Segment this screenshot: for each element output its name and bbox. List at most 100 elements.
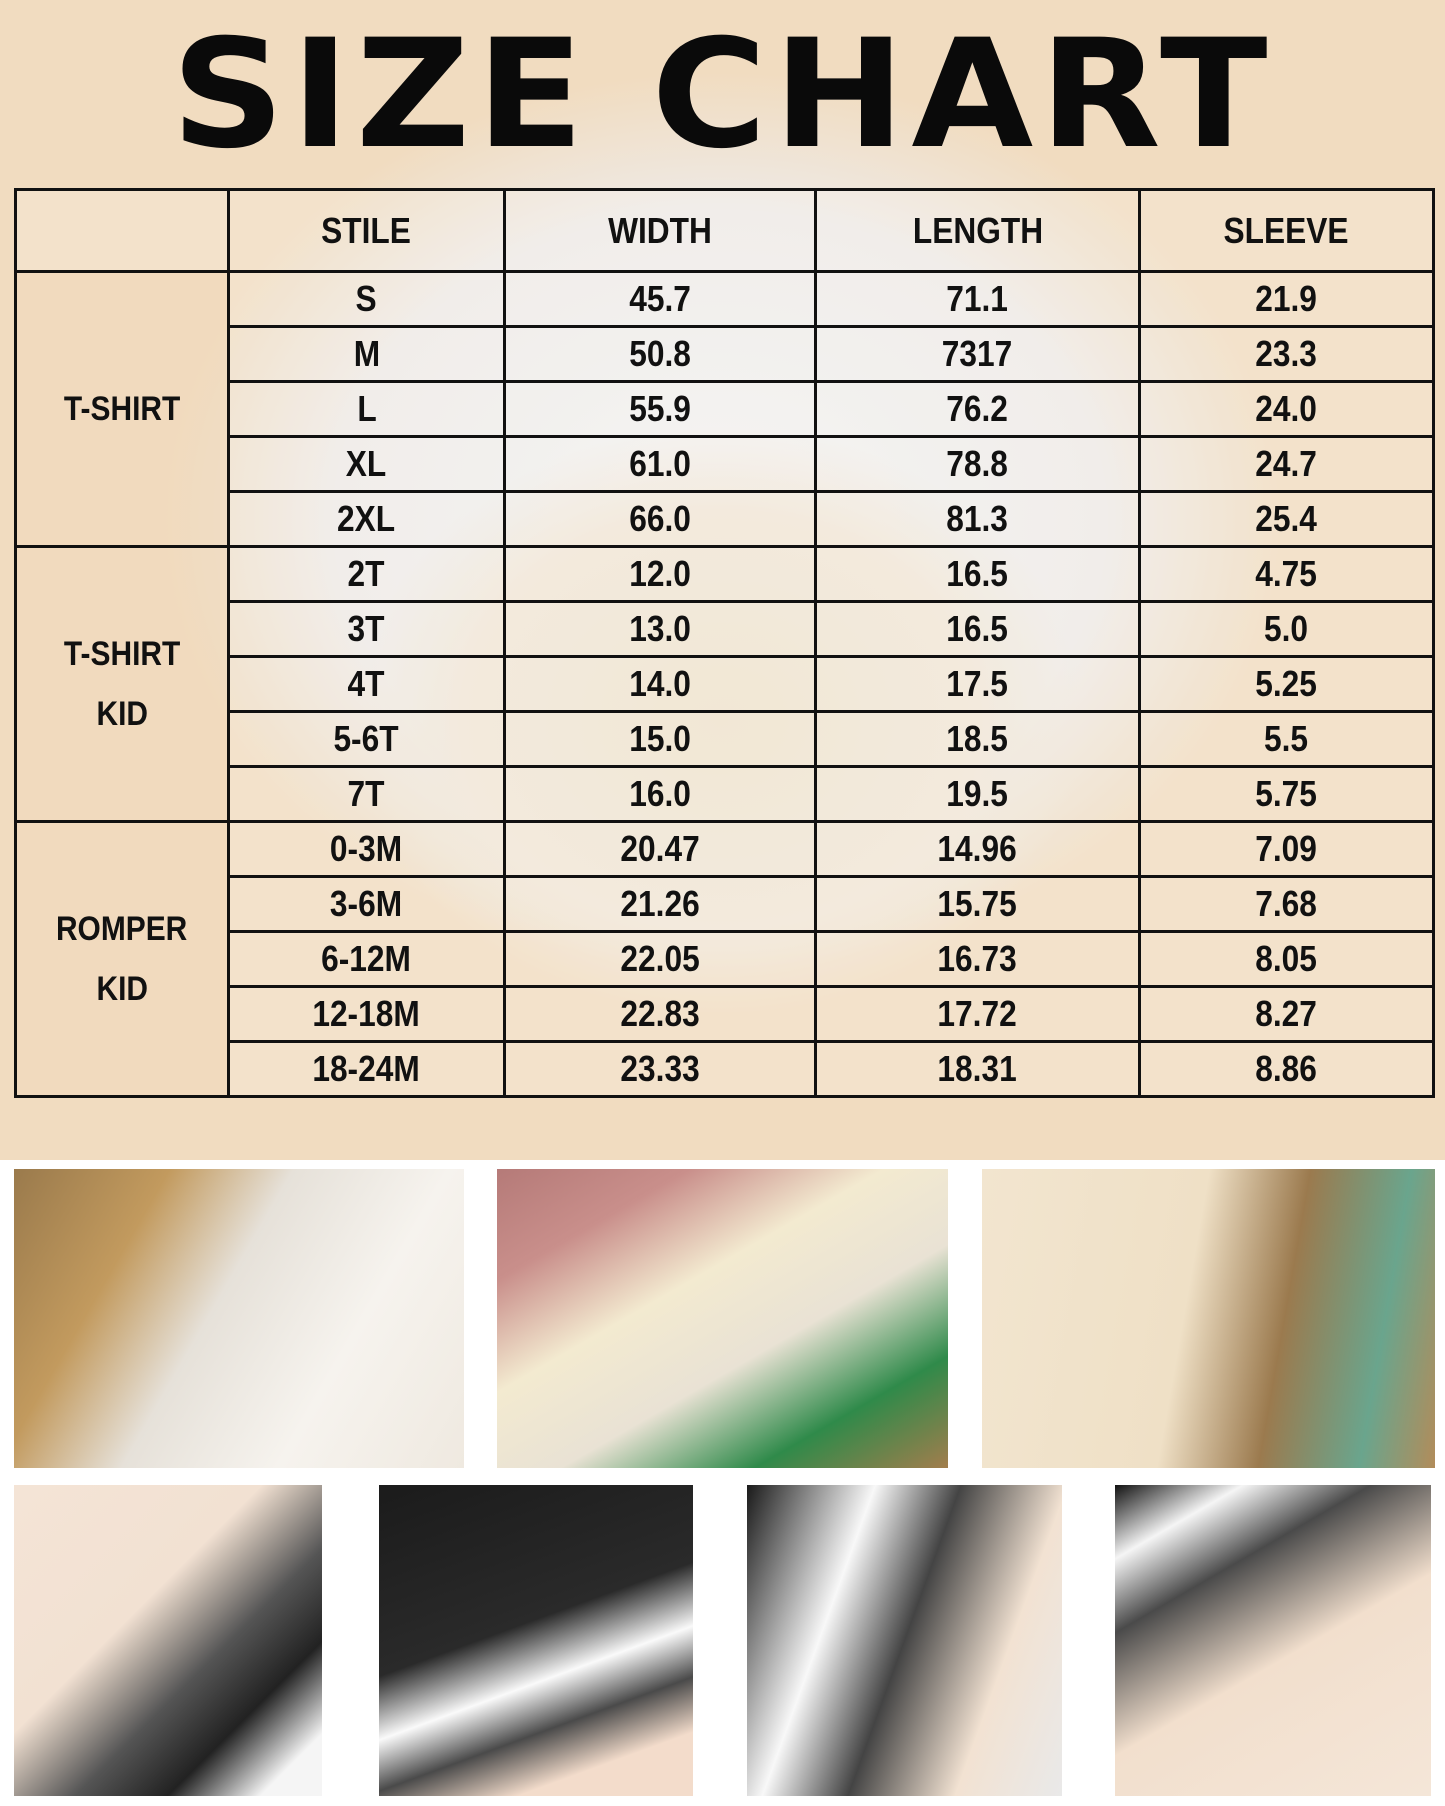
sleeve-cell: 24.7 <box>1138 435 1435 493</box>
sleeve-value: 5.5 <box>1264 718 1309 759</box>
width-cell: 22.05 <box>503 930 817 988</box>
width-value: 21.26 <box>620 883 700 924</box>
width-value: 55.9 <box>629 388 691 429</box>
size-value: M <box>353 333 380 374</box>
size-value: 7T <box>348 773 385 814</box>
length-value: 71.1 <box>946 278 1009 319</box>
width-cell: 23.33 <box>503 1040 817 1098</box>
sleeve-cell: 5.25 <box>1138 655 1435 713</box>
size-cell: XL <box>227 435 506 493</box>
width-cell: 50.8 <box>503 325 817 383</box>
width-cell: 13.0 <box>503 600 817 658</box>
size-value: 4T <box>348 663 385 704</box>
length-cell: 18.31 <box>814 1040 1141 1098</box>
category-label: KID <box>96 970 148 1008</box>
sleeve-value: 24.0 <box>1255 388 1318 429</box>
size-cell: 2T <box>227 545 506 603</box>
width-cell: 15.0 <box>503 710 817 768</box>
size-cell: S <box>227 270 506 328</box>
product-photo-7 <box>1115 1485 1431 1796</box>
product-photo-6 <box>747 1485 1062 1796</box>
header-stile: STILE <box>227 188 506 273</box>
category-label: T-SHIRT <box>63 390 181 428</box>
length-cell: 17.5 <box>814 655 1141 713</box>
product-photo-3 <box>982 1169 1435 1468</box>
width-value: 66.0 <box>629 498 691 539</box>
sleeve-value: 24.7 <box>1255 443 1318 484</box>
sleeve-cell: 7.68 <box>1138 875 1435 933</box>
sleeve-value: 25.4 <box>1255 498 1318 539</box>
length-cell: 18.5 <box>814 710 1141 768</box>
width-value: 15.0 <box>629 718 691 759</box>
length-value: 19.5 <box>946 773 1009 814</box>
size-value: 2T <box>348 553 385 594</box>
table-row: 12-18M 22.83 17.72 8.27 <box>16 985 1435 1043</box>
width-value: 16.0 <box>629 773 691 814</box>
length-cell: 7317 <box>814 325 1141 383</box>
size-cell: L <box>227 380 506 438</box>
sleeve-cell: 25.4 <box>1138 490 1435 548</box>
header-corner <box>14 188 230 273</box>
width-value: 50.8 <box>629 333 691 374</box>
category-label: KID <box>96 695 148 733</box>
width-value: 13.0 <box>629 608 691 649</box>
length-cell: 81.3 <box>814 490 1141 548</box>
size-cell: 2XL <box>227 490 506 548</box>
length-value: 17.72 <box>937 993 1018 1034</box>
sleeve-cell: 5.5 <box>1138 710 1435 768</box>
sleeve-cell: 8.05 <box>1138 930 1435 988</box>
header-row: STILE WIDTH LENGTH SLEEVE <box>14 188 1435 273</box>
category-cell: ROMPER KID <box>14 820 230 1098</box>
table-row: 3T 13.0 16.5 5.0 <box>16 600 1435 658</box>
sleeve-cell: 5.75 <box>1138 765 1435 823</box>
size-cell: 0-3M <box>227 820 506 878</box>
length-cell: 78.8 <box>814 435 1141 493</box>
length-value: 18.31 <box>937 1048 1018 1089</box>
sleeve-value: 8.05 <box>1255 938 1318 979</box>
sleeve-cell: 8.27 <box>1138 985 1435 1043</box>
size-value: 0-3M <box>330 828 403 869</box>
size-cell: M <box>227 325 506 383</box>
size-cell: 5-6T <box>227 710 506 768</box>
length-cell: 16.5 <box>814 545 1141 603</box>
sleeve-value: 21.9 <box>1255 278 1318 319</box>
length-cell: 16.5 <box>814 600 1141 658</box>
sleeve-value: 8.27 <box>1255 993 1318 1034</box>
size-cell: 4T <box>227 655 506 713</box>
sleeve-cell: 24.0 <box>1138 380 1435 438</box>
product-photo-2 <box>497 1169 948 1468</box>
size-value: 3T <box>348 608 385 649</box>
length-value: 18.5 <box>946 718 1009 759</box>
width-value: 61.0 <box>629 443 691 484</box>
size-value: S <box>355 278 378 319</box>
width-cell: 55.9 <box>503 380 817 438</box>
length-cell: 19.5 <box>814 765 1141 823</box>
size-cell: 6-12M <box>227 930 506 988</box>
length-value: 14.96 <box>937 828 1018 869</box>
sleeve-value: 5.25 <box>1255 663 1318 704</box>
width-cell: 45.7 <box>503 270 817 328</box>
length-value: 81.3 <box>946 498 1009 539</box>
product-photo-5 <box>379 1485 693 1796</box>
header-sleeve: SLEEVE <box>1138 188 1435 273</box>
table-row: 7T 16.0 19.5 5.75 <box>16 765 1435 823</box>
width-value: 45.7 <box>629 278 691 319</box>
sleeve-value: 23.3 <box>1255 333 1318 374</box>
length-value: 16.5 <box>946 608 1009 649</box>
size-value: 6-12M <box>321 938 412 979</box>
page-title: SIZE CHART <box>171 8 1274 182</box>
width-cell: 22.83 <box>503 985 817 1043</box>
table-row: 18-24M 23.33 18.31 8.86 <box>16 1040 1435 1098</box>
width-cell: 20.47 <box>503 820 817 878</box>
length-value: 76.2 <box>946 388 1009 429</box>
table-row: ROMPER KID 0-3M 20.47 14.96 7.09 <box>14 820 1435 1098</box>
sleeve-cell: 7.09 <box>1138 820 1435 878</box>
table-row: T-SHIRT KID 2T 12.0 16.5 4.75 <box>14 545 1435 823</box>
table-row: XL 61.0 78.8 24.7 <box>16 435 1435 493</box>
table-row: 6-12M 22.05 16.73 8.05 <box>16 930 1435 988</box>
width-value: 20.47 <box>620 828 700 869</box>
sleeve-cell: 8.86 <box>1138 1040 1435 1098</box>
width-cell: 16.0 <box>503 765 817 823</box>
length-value: 16.73 <box>937 938 1018 979</box>
length-cell: 71.1 <box>814 270 1141 328</box>
